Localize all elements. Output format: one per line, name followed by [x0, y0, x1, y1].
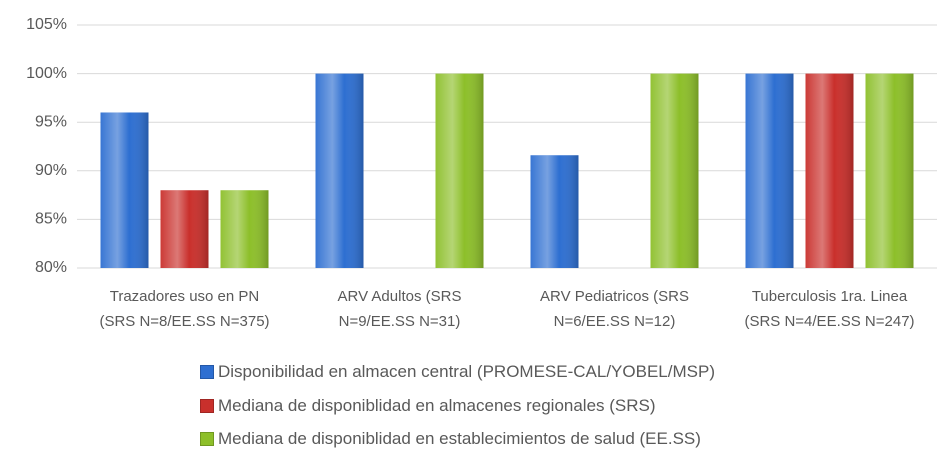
- legend-swatch: [200, 365, 214, 379]
- x-tick-label: Trazadores uso en PN (SRS N=8/EE.SS N=37…: [99, 288, 270, 330]
- legend-entry: Disponibilidad en almacen central (PROME…: [200, 362, 715, 382]
- legend-label: Mediana de disponiblidad en establecimie…: [218, 429, 701, 448]
- x-tick-label: ARV Pediatricos (SRS N=6/EE.SS N=12): [540, 288, 689, 330]
- legend-swatch: [200, 432, 214, 446]
- bar-shine: [530, 155, 579, 268]
- x-tick-label: Tuberculosis 1ra. Linea (SRS N=4/EE.SS N…: [744, 288, 915, 330]
- y-tick-label: 95%: [35, 113, 67, 130]
- y-tick-label: 105%: [26, 16, 67, 33]
- y-tick-label: 80%: [35, 259, 67, 276]
- bar-shine: [160, 190, 209, 268]
- bar-shine: [745, 73, 794, 268]
- bar-shine: [650, 73, 699, 268]
- bar-shine: [865, 73, 914, 268]
- bar-shine: [435, 73, 484, 268]
- legend-entry: Mediana de disponiblidad en establecimie…: [200, 429, 701, 449]
- legend-swatch: [200, 398, 214, 413]
- bar-shine: [220, 190, 269, 268]
- legend-label: Mediana de disponiblidad en almacenes re…: [218, 395, 656, 415]
- y-tick-label: 100%: [26, 65, 67, 82]
- bar-shine: [805, 73, 854, 268]
- bar-shine: [100, 112, 149, 268]
- legend-entry: Mediana de disponiblidad en almacenes re…: [200, 396, 656, 416]
- legend-label: Disponibilidad en almacen central (PROME…: [218, 362, 715, 381]
- x-tick-label: ARV Adultos (SRS N=9/EE.SS N=31): [337, 288, 462, 330]
- bar-shine: [315, 73, 364, 268]
- y-tick-label: 90%: [35, 162, 67, 179]
- y-tick-label: 85%: [35, 211, 67, 228]
